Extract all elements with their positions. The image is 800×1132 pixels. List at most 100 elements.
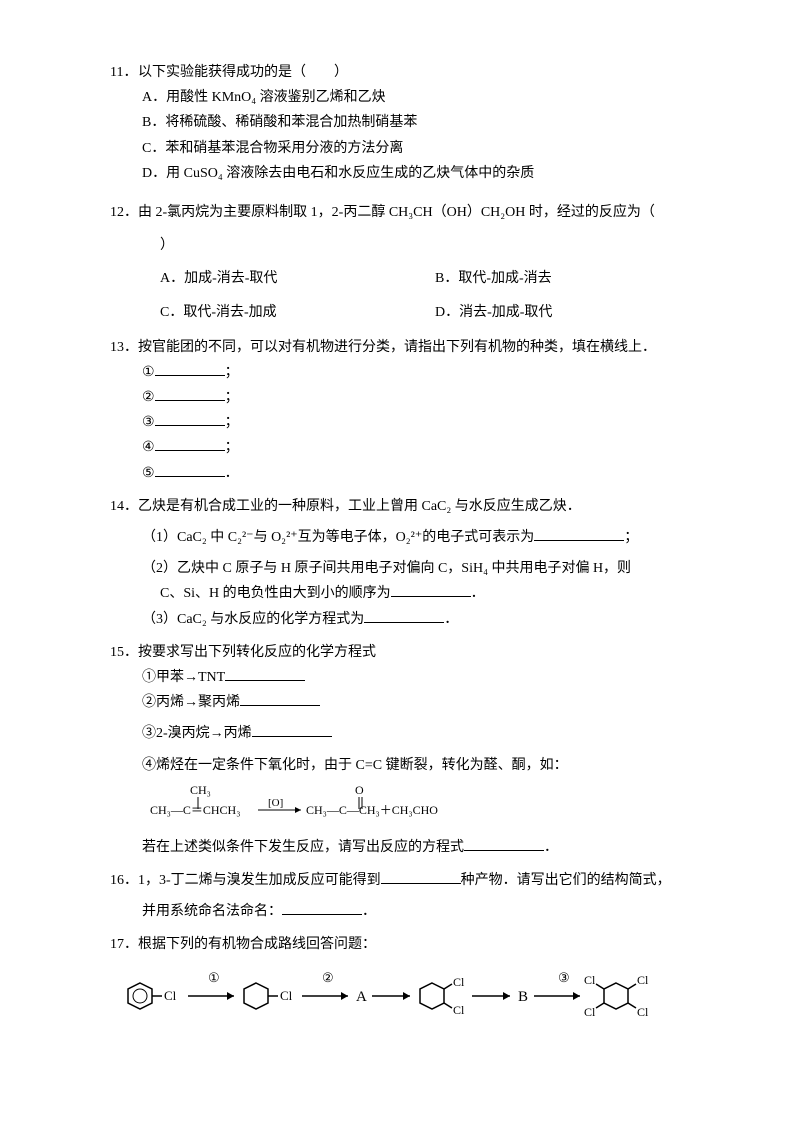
q14-p2b: C、Si、H 的电负性由大到小的顺序为 [160,586,391,601]
q13-i2-label: ② [142,390,155,405]
q14-number: 14． [110,494,138,519]
question-14: 14． 乙炔是有机合成工业的一种原料，工业上曾用 CaC₂ 与水反应生成乙炔． … [110,494,710,632]
q14-p2a: （2）乙炔中 C 原子与 H 原子间共用电子对偏向 C，SiH₄ 中共用电子对偏… [142,561,631,576]
q16-blank-1[interactable] [381,869,461,884]
q17-stem: 根据下列的有机物合成路线回答问题： [138,932,376,957]
question-12: 12． 由 2-氯丙烷为主要原料制取 1，2-丙二醇 CH₃CH（OH）CH₂O… [110,200,710,325]
q17-synthesis-route: Cl ① Cl ② A Cl [110,958,710,1037]
q11-opt-c: C．苯和硝基苯混合物采用分液的方法分离 [110,136,710,161]
q14-part1: （1）CaC₂ 中 C₂²⁻与 O₂²⁺互为等电子体，O₂²⁺的电子式可表示为； [110,525,710,550]
q11-stem: 以下实验能获得成功的是（ ） [138,60,348,85]
q13-sep3: ； [225,415,239,430]
q15-blank-2[interactable] [240,691,320,706]
q13-stem: 按官能团的不同，可以对有机物进行分类，请指出下列有机物的种类，填在横线上． [138,335,656,360]
q13-i4-label: ④ [142,440,155,455]
q15-item3: ③2-溴丙烷→丙烯 [110,721,710,746]
q15-eq-left: CH₃—C＝CHCH₃ [150,803,240,817]
q12-opt-c: C．取代-消去-加成 [160,300,435,325]
question-13: 13． 按官能团的不同，可以对有机物进行分类，请指出下列有机物的种类，填在横线上… [110,335,710,486]
q13-i3-label: ③ [142,415,155,430]
q14-stem: 乙炔是有机合成工业的一种原料，工业上曾用 CaC₂ 与水反应生成乙炔． [138,494,581,519]
q13-i1-label: ① [142,365,155,380]
q17-step3-label: ③ [558,970,570,985]
q15-item1: ①甲苯→TNT [110,665,710,690]
q12-close-paren: ） [110,233,710,258]
q17-stem-row: 17． 根据下列的有机物合成路线回答问题： [110,932,710,957]
q14-p1b: ； [624,530,638,545]
q15-tail-text: 若在上述类似条件下发生反应，请写出反应的方程式 [142,840,464,855]
q15-stem: 按要求写出下列转化反应的化学方程式 [138,640,376,665]
q15-eq-ch3-top: CH₃ [190,783,211,797]
q17-benzene-icon: Cl [128,983,177,1009]
q15-stem-row: 15． 按要求写出下列转化反应的化学方程式 [110,640,710,665]
q16-line2a: 并用系统命名法命名： [142,904,282,919]
q13-item-3: ③； [110,410,710,435]
q14-part3: （3）CaC₂ 与水反应的化学方程式为 ． [110,607,710,632]
q13-blank-1[interactable] [155,361,225,376]
q14-blank-2[interactable] [391,582,471,597]
question-16: 16． 1，3-丁二烯与溴发生加成反应可能得到 种产物．请写出它们的结构简式， 并… [110,868,710,924]
q13-blank-3[interactable] [155,411,225,426]
q13-blank-4[interactable] [155,436,225,451]
q13-item-5: ⑤． [110,461,710,486]
q15-tail-end: ． [544,840,558,855]
svg-text:Cl: Cl [637,1005,649,1019]
q17-step2-label: ② [322,970,334,985]
q16-body: 1，3-丁二烯与溴发生加成反应可能得到 种产物．请写出它们的结构简式， [138,868,671,893]
q15-blank-3[interactable] [252,722,332,737]
q11-number: 11． [110,60,138,85]
svg-text:Cl: Cl [280,988,293,1003]
q11-stem-row: 11． 以下实验能获得成功的是（ ） [110,60,710,85]
q15-eq-right: CH₃—C—CH₃＋CH₃CHO [306,803,438,817]
q12-stem: 由 2-氯丙烷为主要原料制取 1，2-丙二醇 CH₃CH（OH）CH₂OH 时，… [138,200,655,225]
q14-blank-3[interactable] [364,608,444,623]
q11-opt-b: B．将稀硫酸、稀硝酸和苯混合加热制硝基苯 [110,110,710,135]
q13-blank-2[interactable] [155,386,225,401]
q15-eq-arrow-label: [O] [268,797,283,809]
q13-item-2: ②； [110,385,710,410]
q13-number: 13． [110,335,138,360]
q14-part2: （2）乙炔中 C 原子与 H 原子间共用电子对偏向 C，SiH₄ 中共用电子对偏… [110,556,710,581]
svg-text:Cl: Cl [453,975,465,989]
q12-opt-a: A．加成-消去-取代 [160,266,435,291]
q16-blank-2[interactable] [282,900,362,915]
q13-sep2: ； [225,390,239,405]
svg-text:Cl: Cl [584,1005,596,1019]
q13-sep1: ； [225,365,239,380]
q15-number: 15． [110,640,138,665]
q12-opt-b: B．取代-加成-消去 [435,266,710,291]
q15-blank-1[interactable] [225,666,305,681]
q16-number: 16． [110,868,138,893]
q16-line2b: ． [362,904,376,919]
q13-i5-label: ⑤ [142,466,155,481]
q13-item-1: ①； [110,360,710,385]
q15-i1: ①甲苯→TNT [142,670,225,685]
question-17: 17． 根据下列的有机物合成路线回答问题： Cl ① Cl ② [110,932,710,1036]
q15-equation-image: CH₃ CH₃—C＝CHCH₃ [O] O CH₃—C—CH₃＋CH₃CHO [146,782,710,831]
q12-opt-row1: A．加成-消去-取代 B．取代-加成-消去 [110,266,710,291]
q14-p3a: （3）CaC₂ 与水反应的化学方程式为 [142,612,364,627]
q11-opt-d: D．用 CuSO₄ 溶液除去由电石和水反应生成的乙炔气体中的杂质 [110,161,710,186]
q14-p3b: ． [444,612,458,627]
q16-line2: 并用系统命名法命名： ． [110,899,710,924]
q15-blank-tail[interactable] [464,836,544,851]
q15-item2: ②丙烯→聚丙烯 [110,690,710,715]
q12-opt-d: D．消去-加成-取代 [435,300,710,325]
q17-node-A: A [356,989,367,1005]
q15-i3: ③2-溴丙烷→丙烯 [142,726,252,741]
q14-blank-1[interactable] [534,526,624,541]
q14-p2c: ． [471,586,485,601]
svg-text:Cl: Cl [637,973,649,987]
question-11: 11． 以下实验能获得成功的是（ ） A．用酸性 KMnO₄ 溶液鉴别乙烯和乙炔… [110,60,710,186]
q15-tail: 若在上述类似条件下发生反应，请写出反应的方程式 ． [110,835,710,860]
q17-cyclohexane-cl4-icon: Cl Cl Cl Cl [584,973,649,1019]
q15-eq-o-top: O [355,783,364,797]
q13-blank-5[interactable] [155,462,225,477]
q15-i2: ②丙烯→聚丙烯 [142,695,240,710]
q16-stem-a: 1，3-丁二烯与溴发生加成反应可能得到 [138,873,381,888]
q14-stem-row: 14． 乙炔是有机合成工业的一种原料，工业上曾用 CaC₂ 与水反应生成乙炔． [110,494,710,519]
q13-end: ． [225,466,239,481]
q15-i4: ④烯烃在一定条件下氧化时，由于 C=C 键断裂，转化为醛、酮，如： [142,758,568,773]
q16-stem-b: 种产物．请写出它们的结构简式， [461,873,671,888]
q13-item-4: ④； [110,435,710,460]
